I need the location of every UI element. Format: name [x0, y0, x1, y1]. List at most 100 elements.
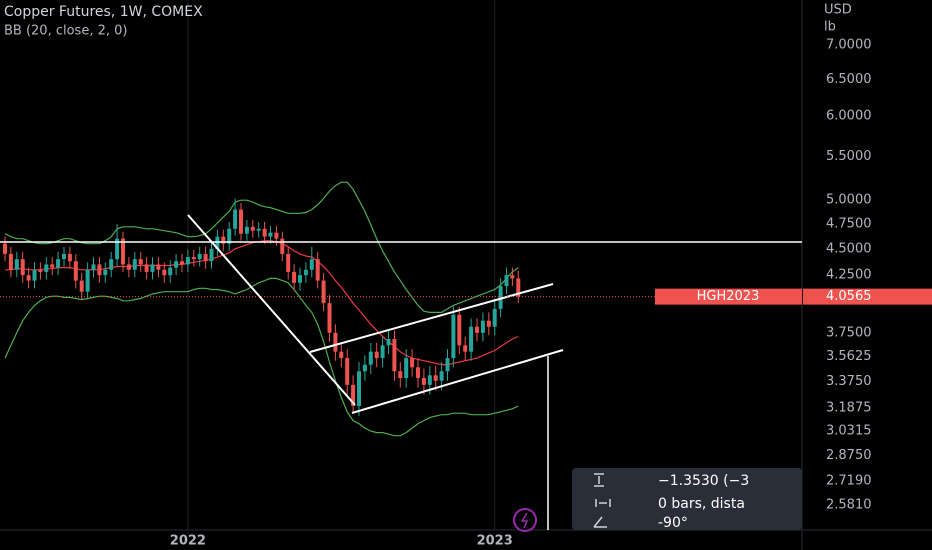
- candle-body: [203, 253, 208, 262]
- candle-body: [480, 320, 485, 333]
- candle-body: [20, 259, 25, 276]
- measure-icons: [593, 473, 611, 528]
- y-tick-label: 3.7500: [826, 325, 872, 340]
- candle-body: [380, 345, 385, 359]
- candle-body: [345, 358, 350, 385]
- unit: lb: [824, 20, 836, 35]
- candle-body: [233, 209, 238, 229]
- candle-body: [339, 351, 344, 359]
- candle-body: [410, 358, 415, 368]
- candle-body: [463, 345, 468, 352]
- trend-line[interactable]: [187, 214, 356, 406]
- y-tick-label: 6.0000: [826, 109, 872, 124]
- price-axis: 7.0000 6.5000 6.0000 5.5000 5.0000 4.7500 4.50…: [826, 38, 872, 513]
- last-price-label: 4.0565: [826, 289, 872, 304]
- candle-body: [73, 261, 78, 281]
- candle-body: [14, 259, 19, 270]
- candle-body: [132, 259, 137, 270]
- candle-body: [333, 332, 338, 352]
- candle-body: [421, 378, 426, 385]
- candle-body: [191, 257, 196, 260]
- channel-upper[interactable]: [309, 283, 554, 353]
- candle-body: [168, 267, 173, 276]
- y-tick-label: 5.5000: [826, 149, 872, 164]
- candle-body: [103, 269, 108, 276]
- candle-body: [85, 269, 90, 292]
- candle-body: [79, 280, 84, 292]
- angle-icon: [593, 516, 607, 528]
- candle-body: [309, 259, 314, 270]
- candle-body: [26, 275, 31, 281]
- candle-body: [138, 259, 143, 265]
- y-tick-label: 3.3750: [826, 374, 872, 389]
- symbol-label: HGH2023: [697, 289, 760, 304]
- height-icon: [594, 473, 604, 487]
- candle-body: [56, 259, 61, 268]
- y-tick-label: 6.5000: [826, 72, 872, 87]
- y-tick-label: 3.0315: [826, 423, 872, 438]
- candle-body: [439, 371, 444, 381]
- candle-body: [32, 269, 37, 281]
- alert-bolt: [520, 512, 529, 529]
- candle-body: [162, 269, 167, 276]
- candle-body: [486, 320, 491, 327]
- alert-circle[interactable]: [513, 508, 537, 532]
- y-tick-label: 2.5810: [826, 498, 872, 513]
- indicator-label: BB (20, close, 2, 0): [4, 24, 127, 39]
- y-tick-label: 3.1875: [826, 400, 872, 415]
- measure-panel: −1.3530 (−3 0 bars, dista -90°: [572, 468, 802, 531]
- candle-body: [280, 238, 285, 254]
- y-tick-label: 4.2500: [826, 268, 872, 283]
- candle-body: [262, 228, 267, 237]
- candle-body: [457, 314, 462, 346]
- candle-body: [516, 278, 521, 297]
- candle-body: [504, 275, 509, 287]
- candle-body: [91, 264, 96, 270]
- bollinger-bands: [4, 181, 519, 437]
- candle-body: [156, 264, 161, 270]
- x-tick-label: 2022: [170, 534, 206, 549]
- y-tick-label: 2.7190: [826, 474, 872, 489]
- measure-bars: 0 bars, dista: [658, 496, 745, 512]
- candle-body: [386, 339, 391, 346]
- candle-body: [174, 261, 179, 268]
- candle-body: [492, 308, 497, 327]
- candle-body: [38, 269, 43, 272]
- candle-body: [510, 275, 515, 279]
- candle-body: [362, 364, 367, 372]
- candle-body: [244, 226, 249, 234]
- x-tick-label: 2023: [477, 534, 513, 549]
- candle-body: [115, 238, 120, 260]
- candle-body: [321, 280, 326, 304]
- candle-body: [150, 264, 155, 272]
- candle-body: [292, 271, 297, 283]
- currency: USD: [824, 3, 852, 18]
- candle-body: [180, 261, 184, 265]
- y-tick-label: 7.0000: [826, 38, 872, 53]
- chart-title: Copper Futures, 1W, COMEX: [4, 4, 203, 20]
- drawings: [0, 214, 802, 530]
- candle-body: [315, 259, 320, 281]
- y-tick-label: 4.5000: [826, 241, 872, 256]
- candle-body: [97, 264, 102, 276]
- candle-body: [250, 226, 255, 231]
- channel-lower[interactable]: [351, 349, 564, 414]
- candle-body: [185, 257, 190, 265]
- candle-body: [274, 232, 279, 239]
- candle-body: [144, 264, 149, 272]
- bb-upper: [4, 181, 519, 313]
- y-tick-label: 4.7500: [826, 216, 872, 231]
- y-tick-label: 5.0000: [826, 193, 872, 208]
- candle-body: [445, 358, 450, 372]
- candle-body: [298, 275, 302, 283]
- symbol-box: [655, 288, 802, 305]
- candle-body: [126, 264, 131, 270]
- candle-body: [67, 253, 72, 262]
- candle-body: [44, 264, 49, 272]
- candle-body: [374, 351, 379, 359]
- alert-icon[interactable]: [513, 508, 537, 532]
- candle-body: [404, 358, 409, 379]
- candle-body: [197, 253, 202, 260]
- candle-body: [109, 259, 114, 270]
